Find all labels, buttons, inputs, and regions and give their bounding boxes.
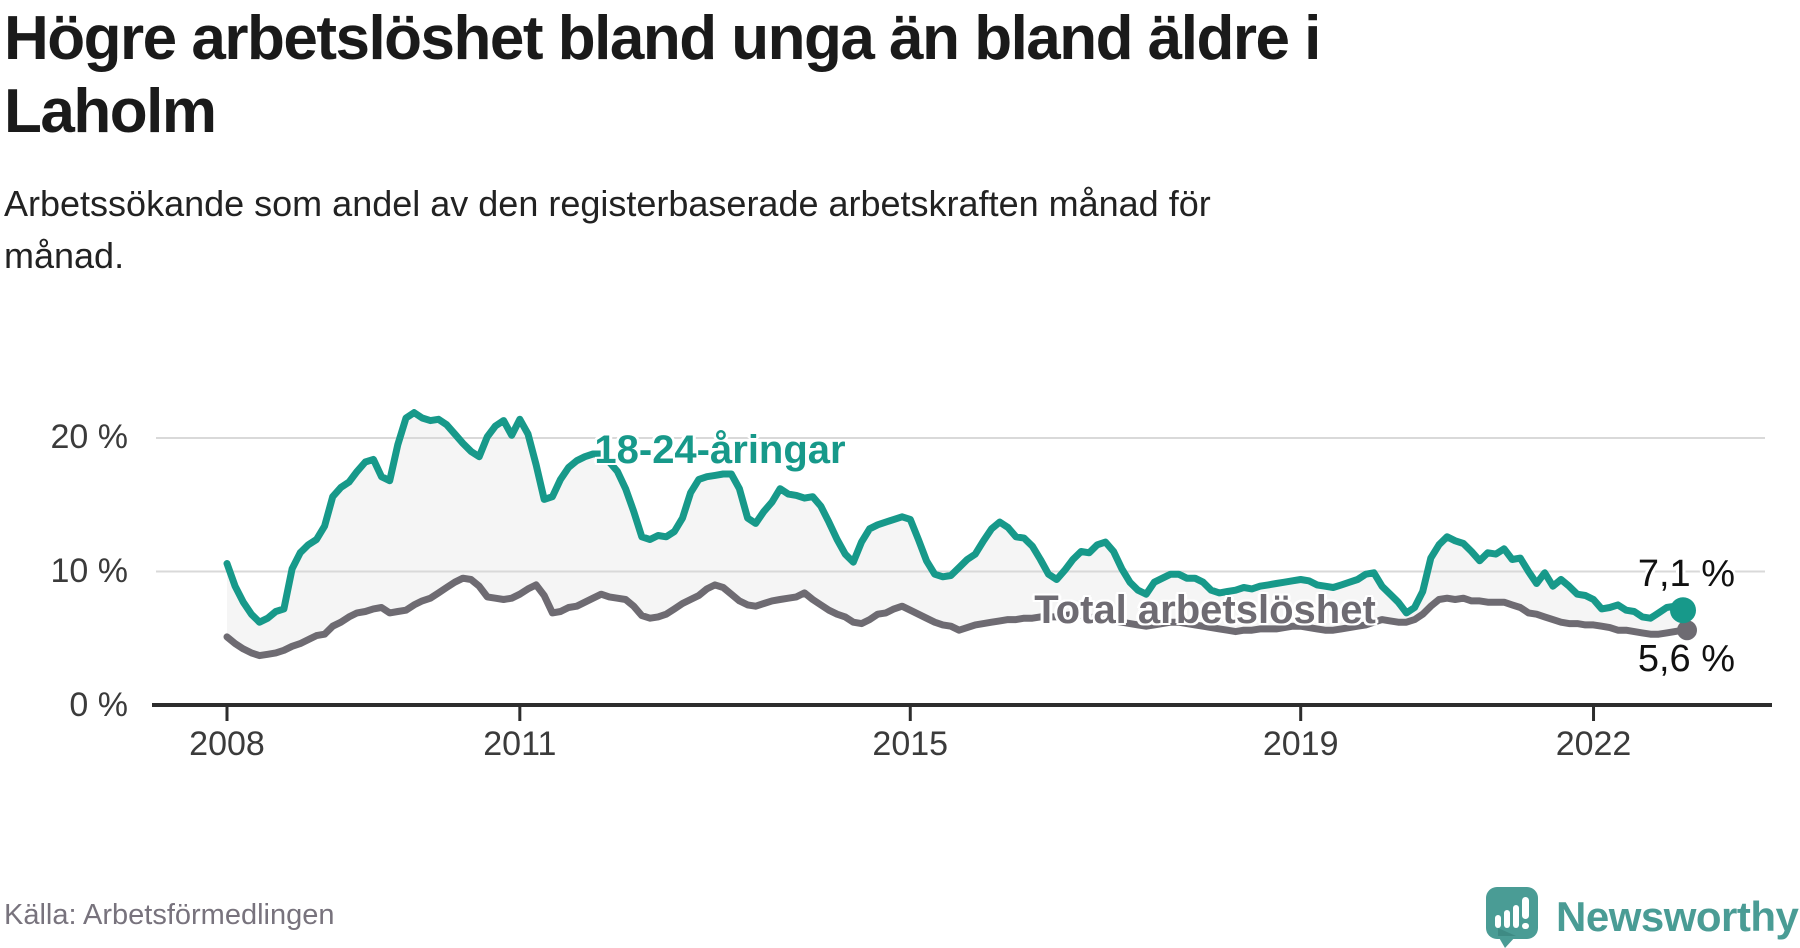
end-value-youth: 7,1 % (1637, 553, 1735, 595)
source-note: Källa: Arbetsförmedlingen (4, 899, 335, 931)
total-end-dot (1677, 620, 1698, 641)
title-line-2: Laholm (4, 77, 217, 146)
x-tick-label-2019: 2019 (1262, 725, 1339, 763)
y-tick-label-10: 10 % (50, 552, 129, 590)
subtitle-line-2: månad. (4, 235, 125, 276)
x-tick-label-2022: 2022 (1555, 725, 1632, 763)
y-tick-label-0: 0 % (69, 686, 128, 724)
area-between-series (227, 412, 1683, 656)
newsworthy-logo-icon (1486, 887, 1538, 948)
x-tick-label-2008: 2008 (189, 725, 265, 763)
page-title: Högre arbetslöshet bland unga än bland ä… (4, 2, 1321, 148)
y-tick-label-20: 20 % (50, 418, 129, 456)
youth-end-dot (1670, 597, 1697, 624)
chart-subtitle: Arbetssökande som andel av den registerb… (4, 178, 1211, 282)
series-label-youth: 18-24-åringar (594, 428, 846, 472)
subtitle-line-1: Arbetssökande som andel av den registerb… (4, 183, 1211, 224)
end-value-total: 5,6 % (1637, 638, 1735, 680)
x-tick-label-2015: 2015 (872, 725, 949, 763)
x-tick-label-2011: 2011 (483, 725, 557, 763)
brand-name: Newsworthy (1556, 893, 1799, 940)
newsworthy-logo: Newsworthy (1484, 886, 1799, 948)
title-line-1: Högre arbetslöshet bland unga än bland ä… (4, 4, 1321, 73)
total-line (223, 574, 1687, 660)
youth-line (223, 409, 1687, 626)
series-label-total: Total arbetslöshet (1034, 588, 1376, 632)
